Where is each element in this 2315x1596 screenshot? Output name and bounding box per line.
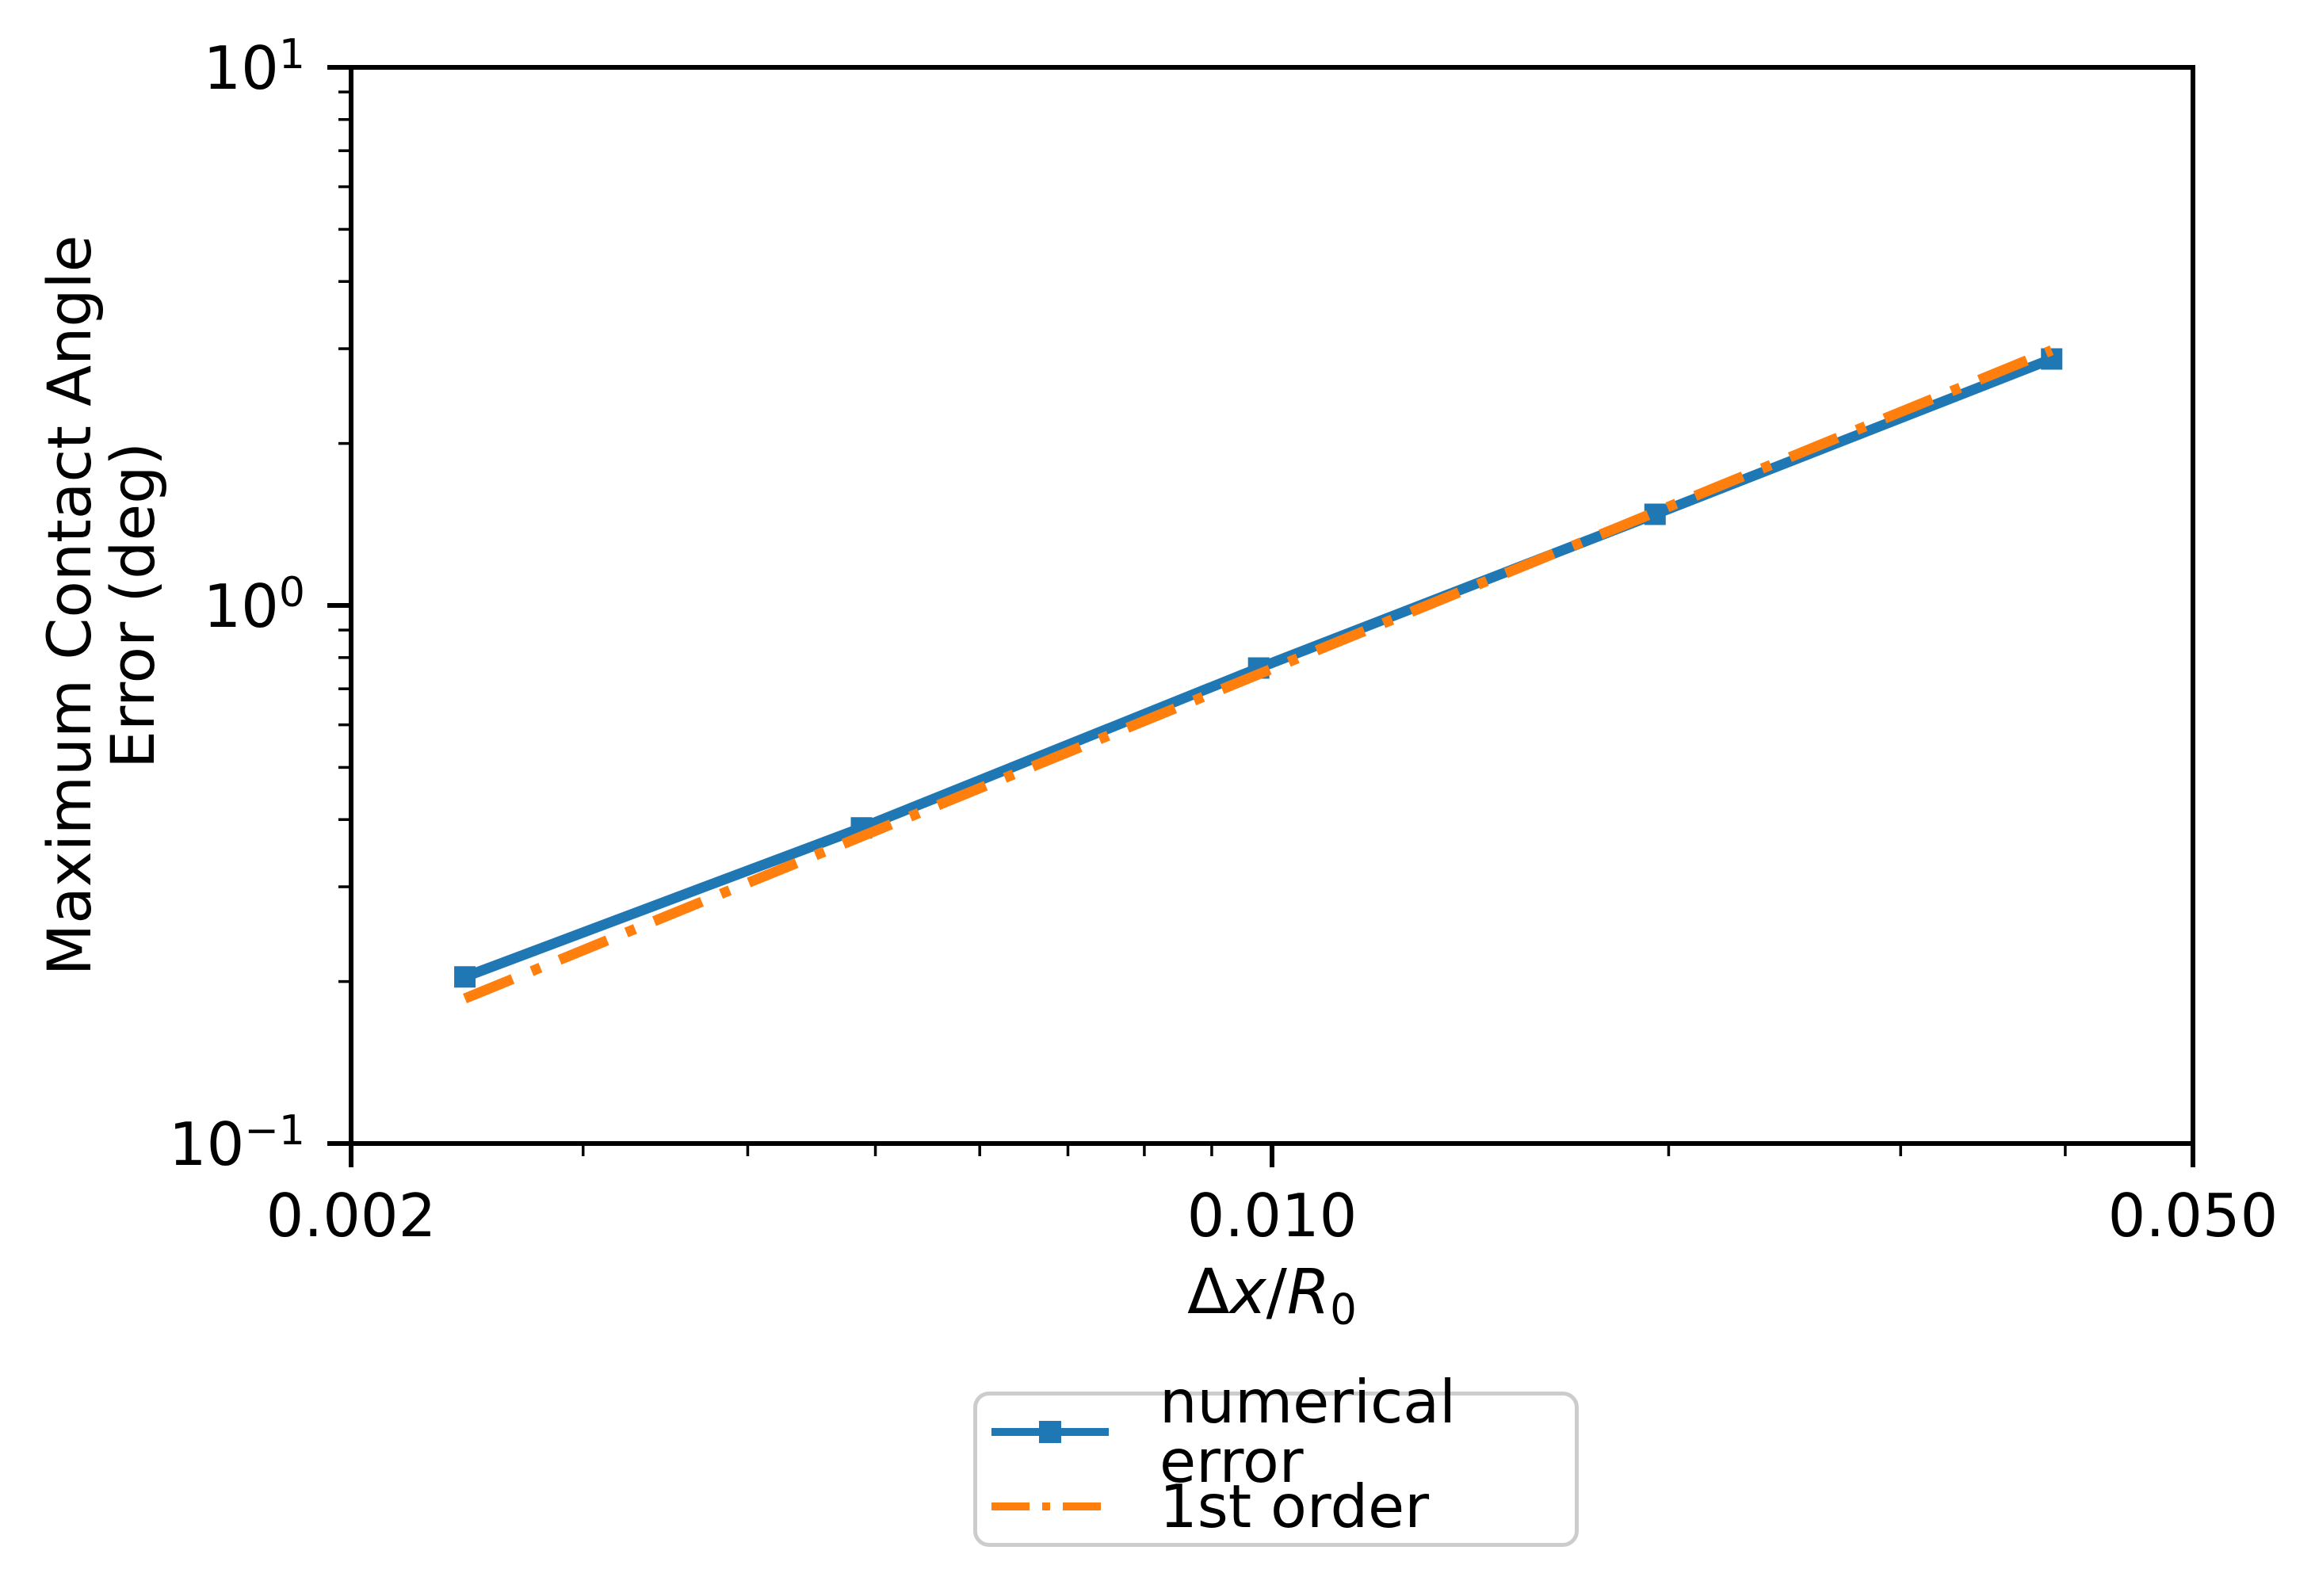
x-tick-label: 0.002: [266, 1181, 437, 1250]
y-axis-label: Maximum Contact Angle Error (deg): [34, 235, 168, 976]
legend-label: 1st order: [1159, 1471, 1430, 1541]
x-axis-label: Δx/R0: [1187, 1257, 1357, 1334]
x-axis-label-part: R: [1286, 1257, 1331, 1328]
y-axis-label-line1: Maximum Contact Angle: [34, 235, 105, 976]
x-axis-label-part: x: [1229, 1257, 1266, 1328]
legend-sample-line: [991, 1421, 1109, 1443]
series-marker: [454, 966, 476, 988]
x-axis-label-part: /: [1266, 1257, 1287, 1328]
x-axis-label-part: 0: [1330, 1285, 1357, 1334]
legend: numerical error 1st order: [973, 1373, 1579, 1547]
y-tick-label: 100: [203, 569, 305, 641]
series-line-1st-order: [463, 345, 2054, 1004]
axes-box: [349, 65, 2195, 1146]
legend-sample-dashdot-line: [991, 1502, 1109, 1510]
x-axis-label-part: Δ: [1187, 1257, 1230, 1328]
legend-entry: 1st order: [987, 1469, 1575, 1544]
x-tick-label: 0.010: [1187, 1181, 1358, 1250]
y-axis-label-line2: Error (deg): [97, 442, 168, 769]
legend-entry: numerical error: [987, 1373, 1575, 1491]
y-tick-label: 101: [203, 31, 305, 103]
legend-label: numerical error: [1159, 1367, 1456, 1496]
x-tick-label: 0.050: [2108, 1181, 2279, 1250]
y-tick-label: 10−1: [169, 1107, 305, 1179]
legend-square-marker: [1039, 1421, 1061, 1443]
